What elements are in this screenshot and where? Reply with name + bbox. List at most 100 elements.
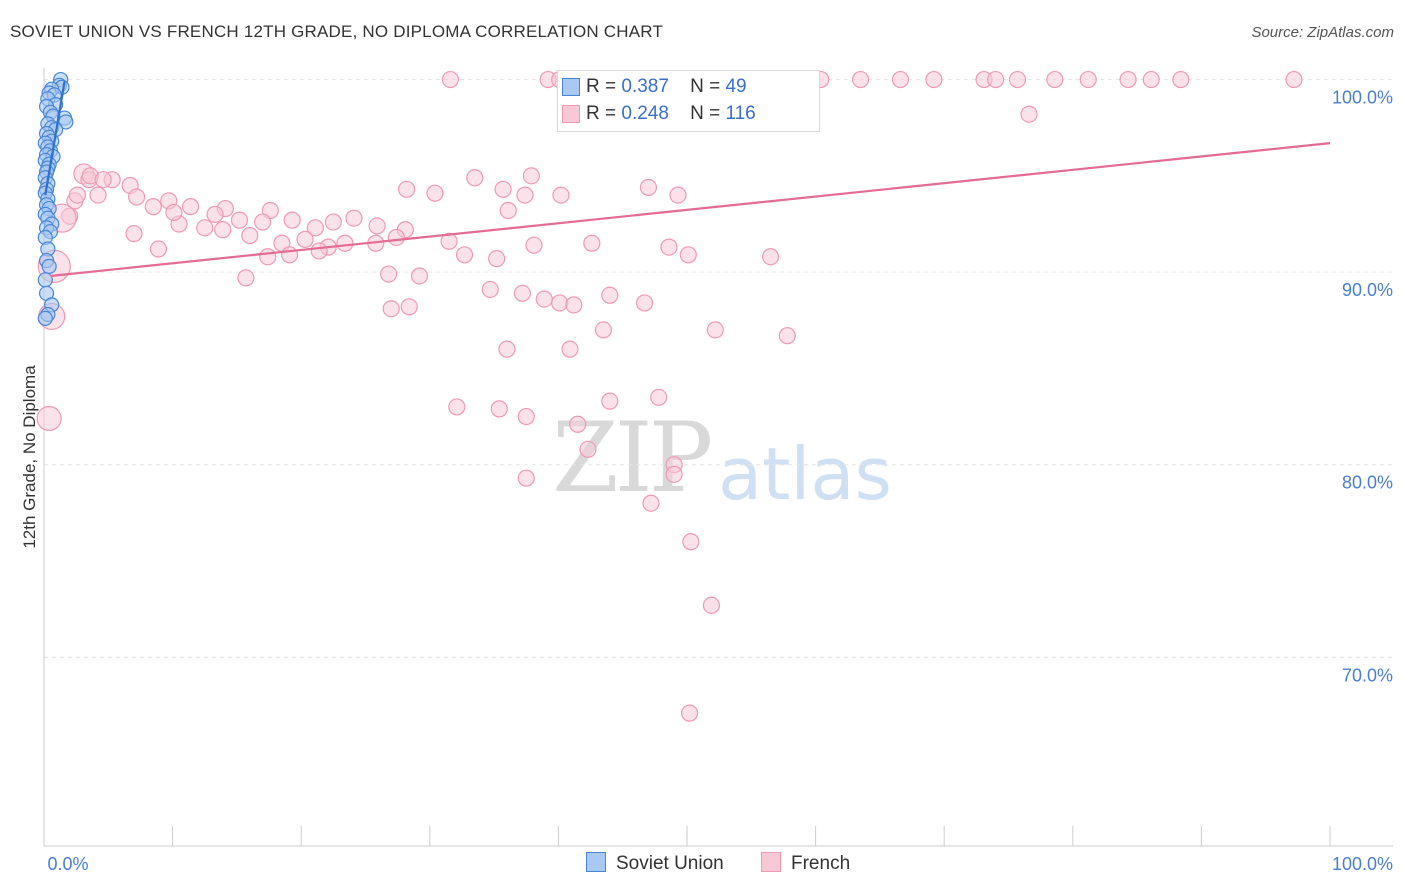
grid-layer (44, 79, 1393, 658)
french-point (702, 596, 721, 614)
french-point (165, 203, 183, 222)
x-tick-label: 100.0% (1332, 854, 1393, 874)
soviet-point (37, 272, 53, 288)
french-point (551, 294, 569, 312)
french-r-value: 0.248 (621, 103, 669, 124)
french-point (68, 186, 87, 204)
french-swatch (562, 105, 580, 123)
french-point (1119, 70, 1137, 89)
french-point (579, 440, 597, 458)
french-point (206, 205, 224, 223)
soviet-swatch (562, 78, 580, 96)
french-point (455, 246, 474, 264)
soviet-n-value: 49 (725, 76, 747, 97)
french-point (281, 246, 299, 264)
french-point (254, 213, 272, 231)
french-point (127, 188, 146, 206)
chart-title: SOVIET UNION VS FRENCH 12TH GRADE, NO DI… (10, 22, 664, 41)
french-point (306, 219, 324, 237)
legend-r-label: R = (586, 103, 617, 124)
french-point (182, 198, 200, 216)
french-point (761, 248, 780, 266)
french-point (237, 269, 255, 287)
french-point (669, 186, 687, 204)
french-point (36, 405, 62, 432)
soviet-legend-label: Soviet Union (616, 853, 724, 874)
french-point (196, 219, 214, 237)
french-point (1172, 70, 1190, 89)
french-point (594, 321, 613, 339)
bottom-legend-soviet[interactable]: Soviet Union (586, 852, 724, 875)
french-point (635, 294, 654, 312)
french-point (682, 533, 700, 551)
y-tick-label: 100.0% (1332, 88, 1393, 108)
french-point (891, 70, 910, 89)
french-point (345, 209, 363, 227)
french-point (680, 704, 699, 722)
french-point (398, 180, 416, 198)
french-point (642, 494, 660, 512)
french-point (1285, 70, 1303, 89)
french-point (517, 469, 535, 487)
french-trend-line (50, 142, 1331, 278)
tick-labels: 100.0% 90.0% 80.0% 70.0% 0.0% 100.0% 12th Grad… (20, 88, 1393, 874)
french-point (296, 230, 314, 248)
legend-row-french: R = 0.248 N = 116 (562, 103, 756, 125)
french-point (569, 415, 587, 433)
french-point (466, 169, 484, 187)
trend-lines (44, 81, 1331, 278)
french-legend-label: French (791, 853, 851, 874)
french-point (368, 217, 386, 235)
french-point (535, 290, 553, 308)
french-point (481, 280, 499, 299)
bottom-legend-french[interactable]: French (761, 852, 850, 875)
soviet-point (58, 114, 74, 130)
french-point (259, 248, 277, 266)
axis-layer (43, 68, 1393, 847)
french-point (561, 340, 579, 358)
french-point (1020, 105, 1038, 123)
french-point (516, 186, 534, 204)
french-point (925, 70, 943, 89)
french-point (440, 232, 458, 250)
french-point (665, 465, 683, 483)
french-point (601, 286, 619, 304)
french-point (149, 240, 168, 258)
french-point (448, 398, 466, 416)
french-point (214, 221, 232, 239)
soviet-point (41, 258, 57, 274)
french-point (336, 234, 354, 252)
french-point (441, 70, 459, 89)
legend-r-label: R = (586, 76, 617, 97)
french-point (601, 392, 619, 410)
stats-legend: R = 0.387 N = 49 R = 0.248 N = 116 (557, 70, 820, 132)
french-point (324, 213, 342, 231)
french-points (36, 70, 1303, 722)
legend-n-label: N = (690, 103, 721, 124)
french-point (89, 186, 107, 204)
french-point (565, 296, 583, 314)
french-point (650, 388, 668, 406)
french-legend-swatch (761, 852, 781, 872)
french-point (987, 70, 1005, 89)
french-point (639, 178, 658, 196)
french-point (852, 70, 870, 89)
french-point (283, 211, 301, 229)
soviet-trend-line (44, 81, 66, 196)
french-point (679, 246, 697, 264)
french-point (583, 234, 601, 252)
french-point (706, 321, 724, 339)
french-point (1142, 70, 1160, 89)
legend-row-soviet: R = 0.387 N = 49 (562, 76, 747, 98)
french-point (1046, 70, 1064, 89)
soviet-legend-swatch (586, 852, 606, 872)
french-point (400, 298, 418, 316)
french-point (1008, 70, 1027, 89)
french-point (241, 226, 259, 245)
soviet-r-value: 0.387 (621, 76, 669, 97)
french-point (387, 228, 405, 247)
soviet-point (37, 310, 53, 326)
french-point (380, 265, 398, 283)
y-tick-label: 70.0% (1342, 665, 1393, 685)
